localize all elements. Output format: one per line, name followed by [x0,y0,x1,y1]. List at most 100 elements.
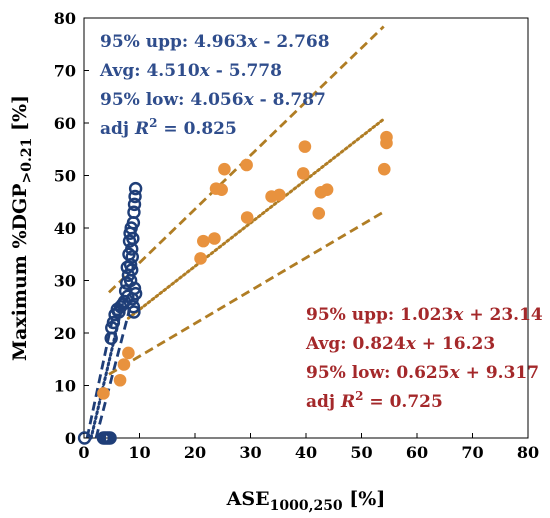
equation-variable: x [199,61,211,81]
y-axis-title-main: Maximum %DGP [9,183,31,361]
x-axis-ticks: 0 10 20 30 40 50 60 70 80 [78,433,539,462]
data-point-orange [122,346,135,360]
equation-prefix: adj [306,392,341,412]
data-point-orange [215,183,228,196]
x-tick-label: 30 [239,443,261,462]
equation-prefix: 95% low: 0.625 [306,363,450,383]
data-point-orange [113,373,127,387]
equation-variable: x [243,90,255,110]
fit-equation: Avg: 0.824x + 16.23 [305,334,495,354]
data-point-blue [120,260,134,275]
data-point-blue [103,431,117,445]
x-axis-title-subscript: 1000,250 [270,498,343,514]
y-tick-label: 50 [54,167,76,186]
equation-variable: x [405,334,417,354]
equation-suffix: - 5.778 [210,61,282,81]
equation-suffix: + 9.317 [460,363,539,383]
x-tick-label: 80 [517,443,539,462]
fit-equation: 95% low: 4.056x - 8.787 [100,90,326,110]
fit-line [126,117,386,320]
x-tick-label: 20 [184,443,206,462]
data-point-orange [298,140,312,153]
fit-line [94,302,133,439]
y-axis-title: Maximum %DGP>0.21 [%] [9,95,35,361]
data-point-orange [97,387,110,400]
data-point-orange [273,188,286,202]
equation-suffix: - 8.787 [254,90,326,110]
equation-variable: x [449,363,461,383]
data-point-blue [126,300,141,314]
x-tick-label: 60 [406,443,428,462]
data-point-blue [77,431,92,445]
y-tick-label: 80 [54,9,76,28]
data-point-orange [240,211,254,224]
equation-suffix: + 23.14 [463,305,542,325]
equation-suffix: = 0.825 [157,119,236,139]
data-point-blue [126,231,140,246]
data-point-orange [197,234,210,248]
equation-prefix: Avg: 0.824 [305,334,406,354]
data-point-blue [125,250,139,264]
data-point-orange [312,207,326,220]
fit-equation: Avg: 4.510x - 5.778 [99,61,282,81]
y-axis-title-unit: [%] [9,95,31,138]
equation-prefix: adj [100,119,135,139]
x-tick-label: 40 [295,443,317,462]
x-tick-label: 70 [461,443,483,462]
equation-suffix: - 2.768 [257,32,329,52]
data-point-blue [127,197,142,212]
data-point-blue [127,205,141,219]
data-point-orange [218,162,231,176]
equation-suffix: = 0.725 [363,392,442,412]
x-axis-title-main: ASE [226,488,270,510]
fit-line [85,311,116,439]
equation-prefix: 95% upp: 4.963 [100,32,247,52]
x-tick-label: 50 [350,443,372,462]
data-point-orange [296,167,310,180]
fit-line [108,25,385,294]
data-point-blue [128,181,143,196]
x-tick-label: 0 [78,443,89,462]
x-axis-title: ASE1000,250 [%] [226,488,386,514]
equation-variable: x [452,305,464,325]
data-point-blue [128,189,142,204]
equation-variable: x [246,32,258,52]
data-point-orange [208,232,221,245]
y-axis-title-subscript: >0.21 [19,138,35,184]
y-tick-label: 20 [54,324,76,343]
data-point-orange [194,252,207,265]
y-tick-label: 40 [54,219,76,238]
y-tick-label: 30 [54,272,76,291]
equation-suffix: + 16.23 [416,334,495,354]
fit-equation: adj R2 = 0.825 [100,116,237,139]
fit-equation: 95% low: 0.625x + 9.317 [306,363,539,383]
equation-superscript: 2 [149,116,157,130]
fit-equation: 95% upp: 4.963x - 2.768 [100,32,330,52]
y-tick-label: 10 [54,377,76,396]
equation-variable: R [340,392,355,412]
equation-prefix: 95% upp: 1.023 [306,305,453,325]
equation-prefix: 95% low: 4.056 [100,90,244,110]
data-point-orange [380,130,393,144]
equation-prefix: Avg: 4.510 [99,61,200,81]
fit-line [108,210,385,376]
y-axis-ticks: 0 10 20 30 40 50 60 70 80 [54,9,89,448]
fit-equation: 95% upp: 1.023x + 23.14 [306,305,543,325]
fit-equation: adj R2 = 0.725 [306,389,443,412]
data-points [77,130,393,445]
data-point-blue [127,305,141,319]
data-point-blue [128,286,143,301]
y-tick-label: 70 [54,62,76,81]
equation-variable: R [134,119,149,139]
data-point-orange [320,183,334,196]
x-axis-title-unit: [%] [343,488,386,510]
data-point-orange [240,158,253,172]
data-point-blue [106,315,121,330]
data-point-orange [377,162,391,176]
fit-lines [85,25,386,440]
data-point-orange [117,358,131,371]
x-tick-label: 10 [128,443,150,462]
